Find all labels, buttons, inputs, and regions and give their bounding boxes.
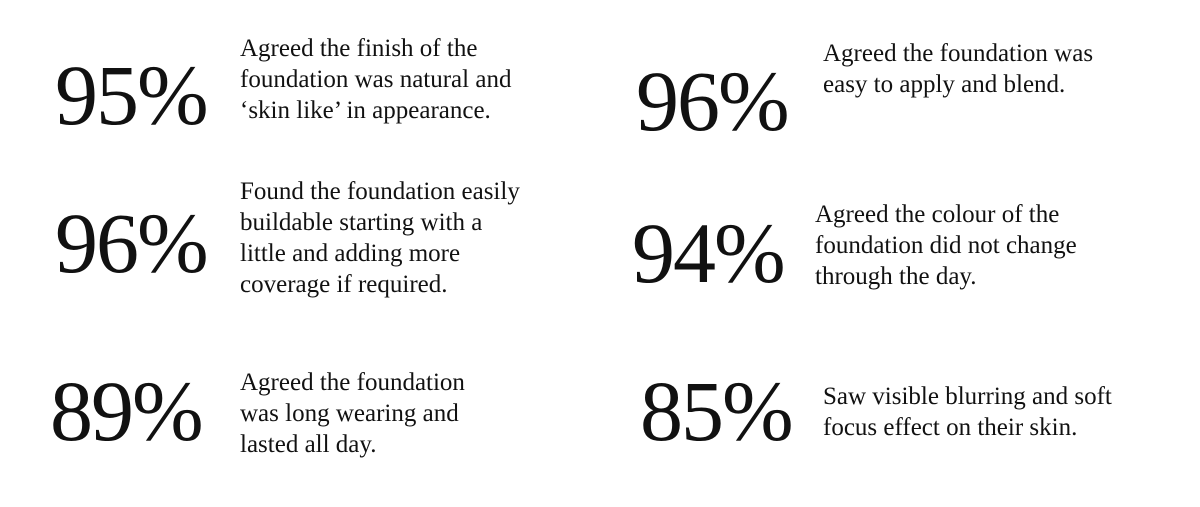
stat-value: 89% xyxy=(50,363,204,459)
stat-value: 95% xyxy=(55,47,209,143)
stat-description: Agreed the colour of the foundation did … xyxy=(815,201,1077,290)
stat-description: Agreed the foundation was easy to apply … xyxy=(823,40,1094,98)
stat-description: Saw visible blurring and soft focus effe… xyxy=(823,383,1112,441)
stat-description: Agreed the foundation was long wearing a… xyxy=(240,369,465,458)
stat-value: 94% xyxy=(632,205,786,301)
stat-value: 96% xyxy=(636,53,790,149)
stat-description: Agreed the finish of the foundation was … xyxy=(240,35,512,124)
stat-value: 96% xyxy=(55,195,209,291)
stat-description: Found the foundation easily buildable st… xyxy=(240,178,520,298)
stat-value: 85% xyxy=(640,363,794,459)
